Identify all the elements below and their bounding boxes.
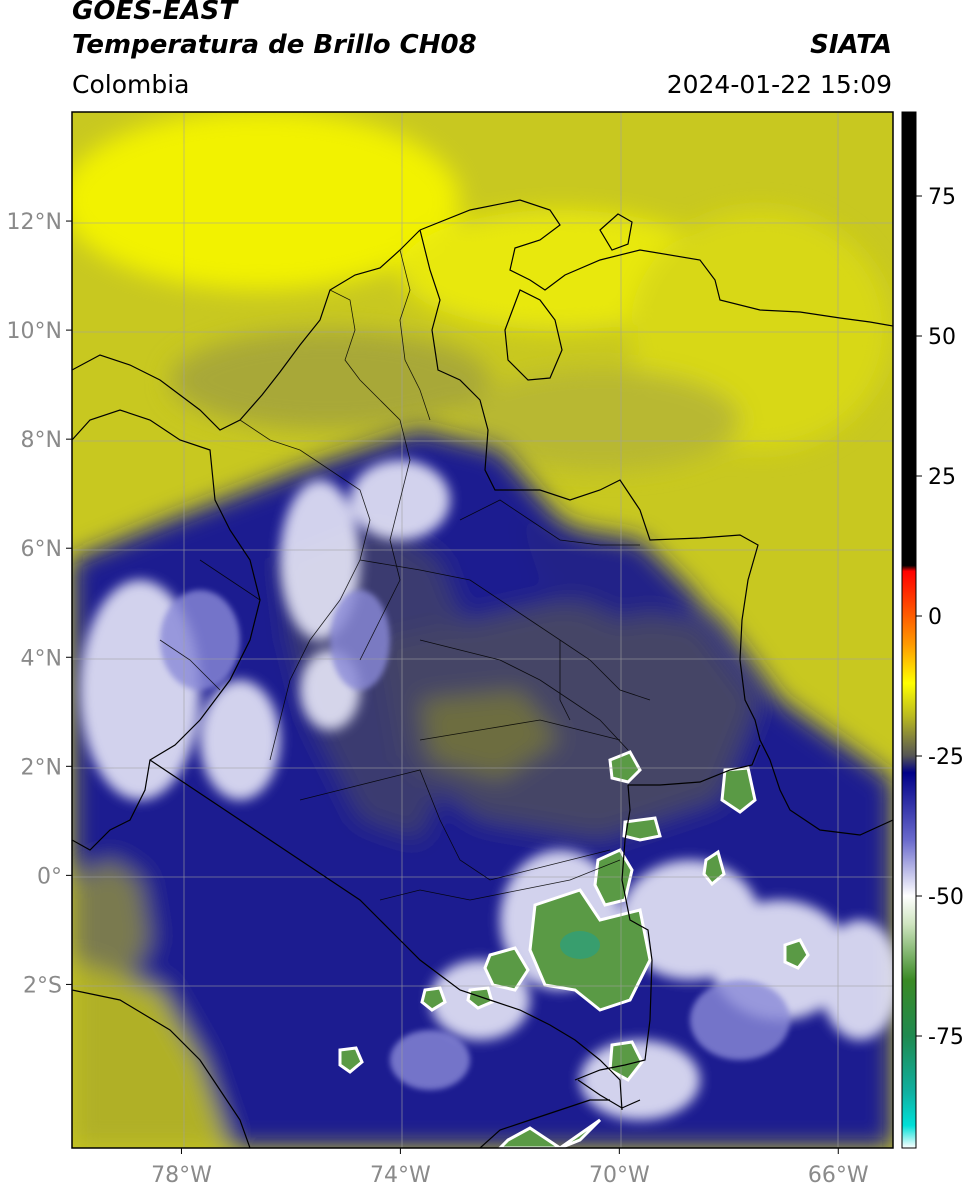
lon-tick-label: 74°W: [370, 1163, 431, 1188]
colorbar-tick-label: 50: [928, 325, 956, 350]
lat-tick-label: 6°N: [21, 537, 62, 562]
colorbar-tick-label: -75: [928, 1025, 964, 1050]
agency-label: SIATA: [810, 30, 892, 60]
colorbar: 75 50 25 0 -25 -50 -75: [901, 111, 964, 1149]
colorbar-tick-label: 0: [928, 605, 942, 630]
department-boundaries: [159, 249, 651, 901]
lat-tick-label: 4°N: [21, 646, 62, 671]
lon-tick-label: 78°W: [151, 1163, 212, 1188]
colorbar-tick-label: 75: [928, 185, 956, 210]
timestamp-label: 2024-01-22 15:09: [666, 70, 892, 99]
lat-tick-label: 10°N: [7, 319, 62, 344]
country-boundaries: [72, 199, 893, 1148]
lat-tick-label: 2°S: [23, 973, 62, 998]
brightness-temperature-field: [72, 112, 893, 1148]
colorbar-scale: [902, 112, 916, 1148]
lat-tick-label: 0°: [37, 864, 62, 889]
latitude-ticks: 12°N 10°N 8°N 6°N 4°N 2°N 0° 2°S: [7, 210, 72, 998]
lat-tick-label: 8°N: [21, 428, 62, 453]
colorbar-tick-label: 25: [928, 465, 956, 490]
lat-tick-label: 2°N: [21, 755, 62, 780]
colorbar-tick-label: -50: [928, 885, 964, 910]
colorbar-ticks: 75 50 25 0 -25 -50 -75: [916, 185, 964, 1050]
region-label: Colombia: [72, 70, 190, 99]
lon-tick-label: 66°W: [808, 1163, 869, 1188]
colorbar-tick-label: -25: [928, 745, 964, 770]
lon-tick-label: 70°W: [589, 1163, 650, 1188]
map-frame: [71, 111, 894, 1149]
product-title: Temperatura de Brillo CH08: [72, 30, 477, 60]
longitude-ticks: 78°W 74°W 70°W 66°W: [151, 1148, 869, 1188]
satellite-title: GOES-EAST: [72, 0, 238, 26]
lat-tick-label: 12°N: [7, 210, 62, 235]
